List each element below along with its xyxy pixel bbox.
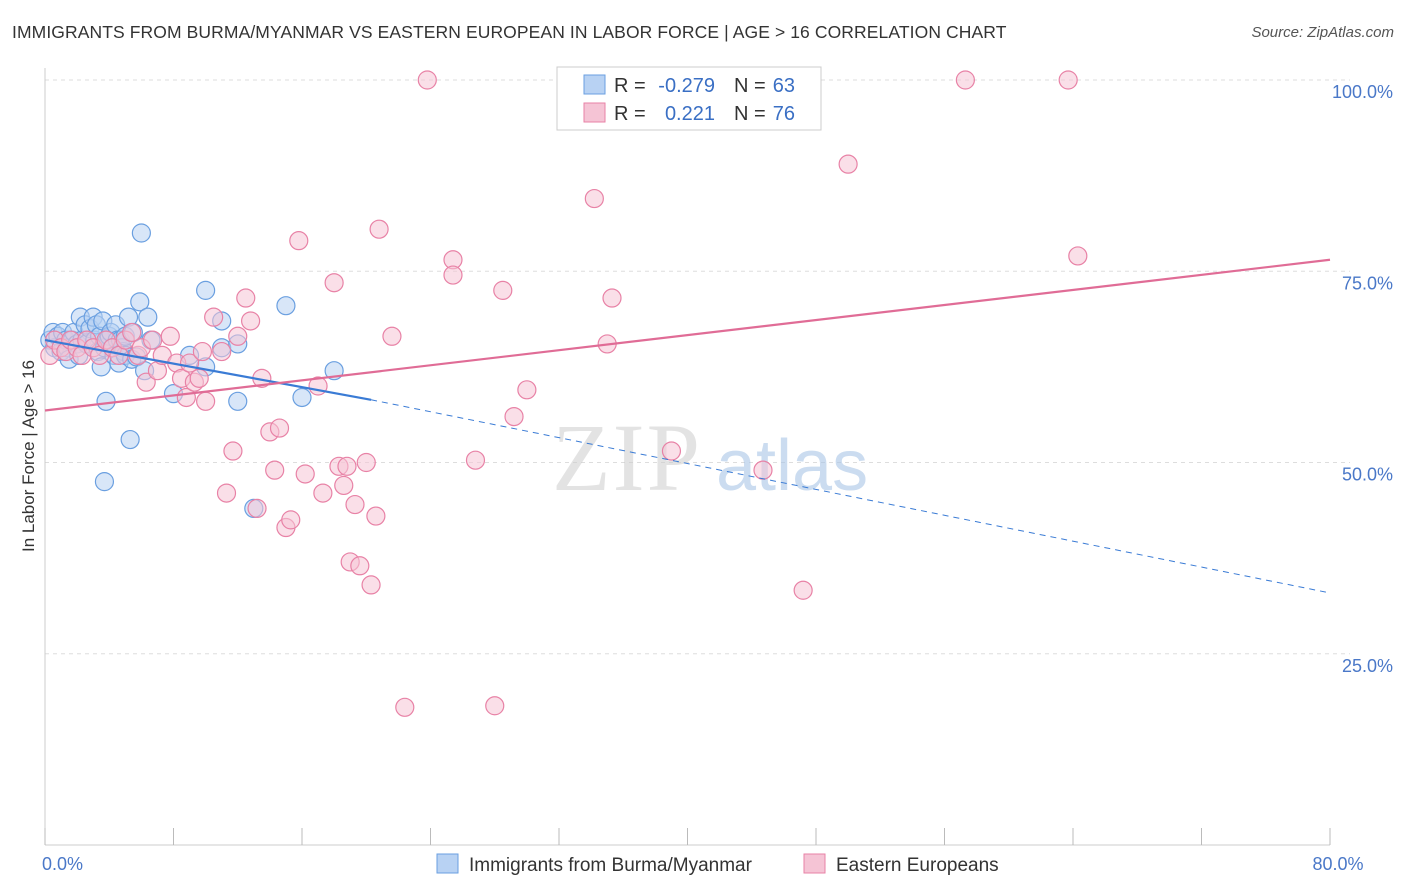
eastern-european-point-63 bbox=[443, 265, 463, 285]
eastern-european-point-64 bbox=[465, 450, 486, 470]
eastern-european-point-32 bbox=[216, 483, 237, 503]
y-tick-label-0: 25.0% bbox=[1342, 656, 1393, 676]
eastern-european-point-14 bbox=[122, 322, 142, 343]
trend-lines bbox=[44, 258, 1331, 594]
eastern-european-point-47 bbox=[313, 483, 333, 503]
burma-trend-line bbox=[44, 339, 372, 401]
legend-r-label-2: R = bbox=[614, 103, 646, 125]
series-legend-label-blue: Immigrants from Burma/Myanmar bbox=[469, 855, 753, 876]
eastern-european-point-67 bbox=[504, 407, 524, 427]
eastern-european-point-36 bbox=[241, 311, 261, 331]
eastern-european-point-43 bbox=[281, 510, 301, 530]
eastern-european-point-48 bbox=[324, 273, 344, 293]
series-legend-label-pink: Eastern Europeans bbox=[836, 855, 999, 876]
eastern-european-point-30 bbox=[204, 307, 224, 327]
eastern-european-point-31 bbox=[212, 341, 232, 362]
eastern-european-point-68 bbox=[517, 380, 537, 400]
legend-n-value-2: 76 bbox=[773, 103, 795, 125]
eastern-european-point-37 bbox=[247, 498, 267, 518]
eastern-european-point-40 bbox=[265, 460, 285, 480]
eastern-european-point-66 bbox=[493, 280, 513, 300]
series-legend-swatch-blue bbox=[436, 853, 459, 874]
chart-title: IMMIGRANTS FROM BURMA/MYANMAR VS EASTERN… bbox=[12, 22, 1007, 42]
eastern-european-point-17 bbox=[136, 372, 156, 392]
series-legend: Immigrants from Burma/Myanmar Eastern Eu… bbox=[436, 853, 999, 876]
eastern-european-point-28 bbox=[192, 341, 213, 362]
eastern-european-point-71 bbox=[602, 288, 622, 308]
eastern-european-point-75 bbox=[838, 154, 858, 174]
burma-point-59 bbox=[276, 296, 296, 316]
burma-point-26 bbox=[96, 391, 116, 411]
eastern-european-point-33 bbox=[223, 441, 243, 461]
eastern-european-point-61 bbox=[417, 70, 437, 90]
eastern-european-point-74 bbox=[793, 580, 813, 600]
x-tick-label-1: 80.0% bbox=[1312, 854, 1363, 874]
legend-n-label-1: N = bbox=[734, 75, 766, 97]
axis-layer bbox=[44, 68, 1331, 846]
eastern-european-point-72 bbox=[661, 441, 682, 461]
burma-point-41 bbox=[120, 429, 140, 450]
eastern-european-point-50 bbox=[334, 475, 354, 496]
correlation-legend: R = -0.279 N = 63 R = 0.221 N = 76 bbox=[556, 66, 822, 131]
eastern-european-point-57 bbox=[366, 506, 386, 526]
y-tick-label-1: 50.0% bbox=[1342, 465, 1393, 485]
eastern-european-point-35 bbox=[236, 288, 256, 308]
legend-r-value-2: 0.221 bbox=[665, 103, 715, 125]
eastern-european-point-56 bbox=[361, 575, 381, 595]
y-tick-label-3: 100.0% bbox=[1332, 82, 1393, 102]
legend-r-value-1: -0.279 bbox=[658, 75, 715, 97]
burma-point-46 bbox=[131, 223, 151, 243]
burma-point-56 bbox=[228, 391, 248, 411]
watermark-atlas: atlas bbox=[716, 426, 868, 506]
source-credit: Source: ZipAtlas.com bbox=[1251, 24, 1394, 41]
eastern-european-point-27 bbox=[189, 368, 209, 388]
watermark-zip: ZIP bbox=[552, 404, 702, 511]
legend-swatch-pink bbox=[583, 102, 606, 123]
burma-point-48 bbox=[138, 307, 158, 327]
eastern-european-point-55 bbox=[356, 452, 376, 473]
burma-point-45 bbox=[130, 292, 150, 312]
tick-labels: 25.0% 50.0% 75.0% 100.0% 0.0% 80.0% bbox=[42, 82, 1393, 874]
eastern-european-point-73 bbox=[753, 460, 773, 480]
eastern-european-point-60 bbox=[395, 697, 415, 717]
eastern-european-point-51 bbox=[337, 456, 357, 476]
eastern-european-point-54 bbox=[350, 556, 370, 576]
eastern-european-point-69 bbox=[584, 188, 604, 209]
eastern-european-point-77 bbox=[1058, 70, 1078, 90]
grid-layer bbox=[45, 79, 1350, 655]
eastern-european-point-78 bbox=[1068, 246, 1088, 266]
eastern-european-point-21 bbox=[160, 326, 180, 346]
legend-n-label-2: N = bbox=[734, 103, 766, 125]
eastern-european-point-58 bbox=[369, 219, 389, 239]
burma-trend-line-extension bbox=[370, 399, 1329, 594]
eastern-european-point-65 bbox=[485, 696, 505, 716]
y-axis-label: In Labor Force | Age > 16 bbox=[19, 360, 38, 552]
burma-point-53 bbox=[196, 280, 216, 300]
eastern-european-point-29 bbox=[196, 391, 216, 411]
watermark: ZIP atlas bbox=[552, 404, 868, 511]
burma-point-60 bbox=[292, 387, 312, 408]
legend-n-value-1: 63 bbox=[773, 75, 795, 97]
legend-r-label-1: R = bbox=[614, 75, 646, 97]
eastern-european-point-45 bbox=[295, 464, 315, 484]
eastern-european-point-53 bbox=[345, 494, 365, 515]
eastern-european-point-34 bbox=[228, 326, 248, 346]
burma-point-62 bbox=[94, 472, 115, 492]
series-legend-swatch-pink bbox=[803, 853, 826, 874]
eastern-european-point-41 bbox=[269, 418, 290, 438]
eastern-european-point-44 bbox=[289, 231, 309, 251]
y-tick-label-2: 75.0% bbox=[1342, 273, 1393, 293]
eastern-european-trend-line bbox=[44, 258, 1331, 412]
legend-swatch-blue bbox=[583, 74, 606, 95]
x-tick-label-0: 0.0% bbox=[42, 854, 83, 874]
eastern-european-point-59 bbox=[382, 326, 402, 346]
eastern-european-point-76 bbox=[955, 70, 975, 90]
